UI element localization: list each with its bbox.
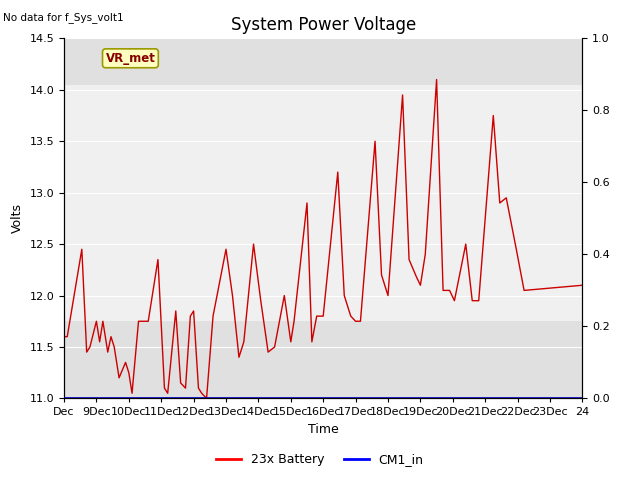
Y-axis label: Volts: Volts (11, 204, 24, 233)
X-axis label: Time: Time (308, 423, 339, 436)
Text: No data for f_Sys_volt1: No data for f_Sys_volt1 (3, 12, 124, 23)
Title: System Power Voltage: System Power Voltage (230, 16, 416, 34)
Legend: 23x Battery, CM1_in: 23x Battery, CM1_in (211, 448, 429, 471)
Bar (64, 84, 582, 321)
Text: VR_met: VR_met (106, 52, 156, 65)
